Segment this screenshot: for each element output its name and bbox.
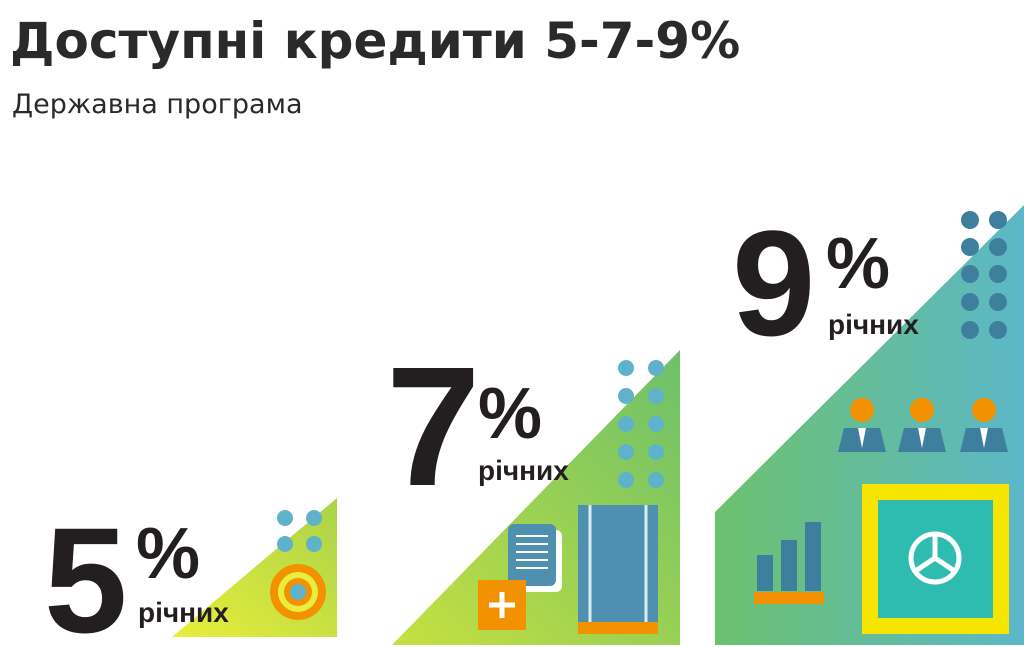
rate-label: річних — [828, 309, 919, 340]
dots — [277, 510, 322, 552]
subtitle: Державна програма — [12, 89, 303, 120]
rate: 5 — [44, 496, 127, 647]
document-icon — [478, 524, 562, 630]
rate-unit: % — [478, 374, 542, 454]
dots — [618, 360, 664, 488]
rate-label: річних — [138, 597, 229, 628]
coin-stack — [578, 505, 658, 634]
bar-icon — [754, 522, 824, 604]
rate: 7 — [386, 332, 481, 522]
rate-label: річних — [478, 455, 569, 486]
safe-icon — [862, 484, 1009, 634]
target-icon — [270, 564, 326, 620]
title: Доступні кредити 5-7-9% — [10, 12, 740, 70]
rate-unit: % — [826, 224, 890, 304]
rate-unit: % — [136, 514, 200, 594]
dots — [961, 211, 1007, 339]
rate: 9 — [732, 199, 815, 367]
people-icons — [838, 398, 1008, 452]
